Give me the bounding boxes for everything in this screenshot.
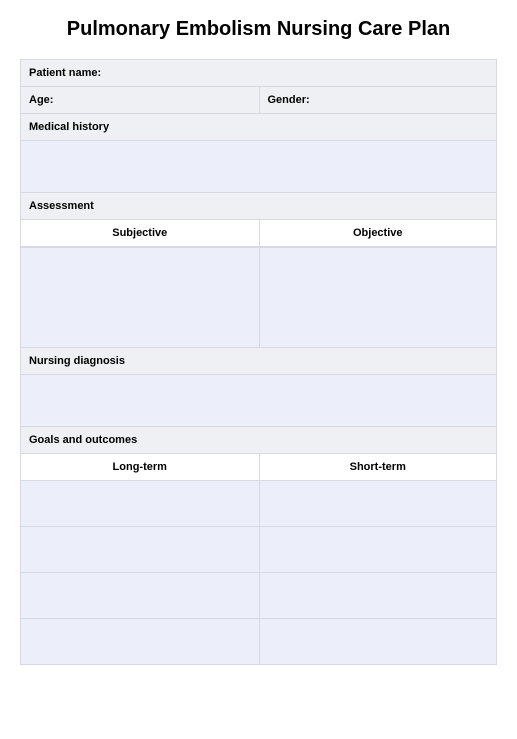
long-term-input-3[interactable] [21, 572, 259, 618]
page-title: Pulmonary Embolism Nursing Care Plan [20, 18, 497, 41]
short-term-label: Short-term [259, 454, 497, 480]
age-gender-row: Age: Gender: [21, 86, 496, 113]
subjective-input[interactable] [21, 247, 259, 347]
short-term-input-4[interactable] [259, 618, 497, 664]
goals-grid [21, 480, 496, 664]
medical-history-label: Medical history [21, 114, 496, 140]
short-term-input-2[interactable] [259, 526, 497, 572]
subjective-label: Subjective [21, 220, 259, 246]
nursing-diagnosis-input[interactable] [21, 374, 496, 426]
care-plan-form: Patient name: Age: Gender: Medical histo… [20, 59, 497, 665]
goals-header: Goals and outcomes [21, 426, 496, 453]
long-term-input-4[interactable] [21, 618, 259, 664]
objective-label: Objective [259, 220, 497, 246]
patient-name-label: Patient name: [21, 60, 496, 86]
medical-history-input[interactable] [21, 140, 496, 192]
age-label: Age: [21, 87, 259, 113]
short-term-input-1[interactable] [259, 480, 497, 526]
assessment-header: Assessment [21, 192, 496, 219]
nursing-diagnosis-label: Nursing diagnosis [21, 348, 496, 374]
assessment-inputs [21, 246, 496, 347]
patient-name-row: Patient name: [21, 59, 496, 86]
objective-input[interactable] [259, 247, 497, 347]
short-term-input-3[interactable] [259, 572, 497, 618]
assessment-label: Assessment [21, 193, 496, 219]
gender-label: Gender: [259, 87, 497, 113]
assessment-subheader: Subjective Objective [21, 219, 496, 246]
goals-label: Goals and outcomes [21, 427, 496, 453]
long-term-input-1[interactable] [21, 480, 259, 526]
medical-history-header: Medical history [21, 113, 496, 140]
goals-subheader: Long-term Short-term [21, 453, 496, 480]
long-term-input-2[interactable] [21, 526, 259, 572]
long-term-label: Long-term [21, 454, 259, 480]
nursing-diagnosis-header: Nursing diagnosis [21, 347, 496, 374]
